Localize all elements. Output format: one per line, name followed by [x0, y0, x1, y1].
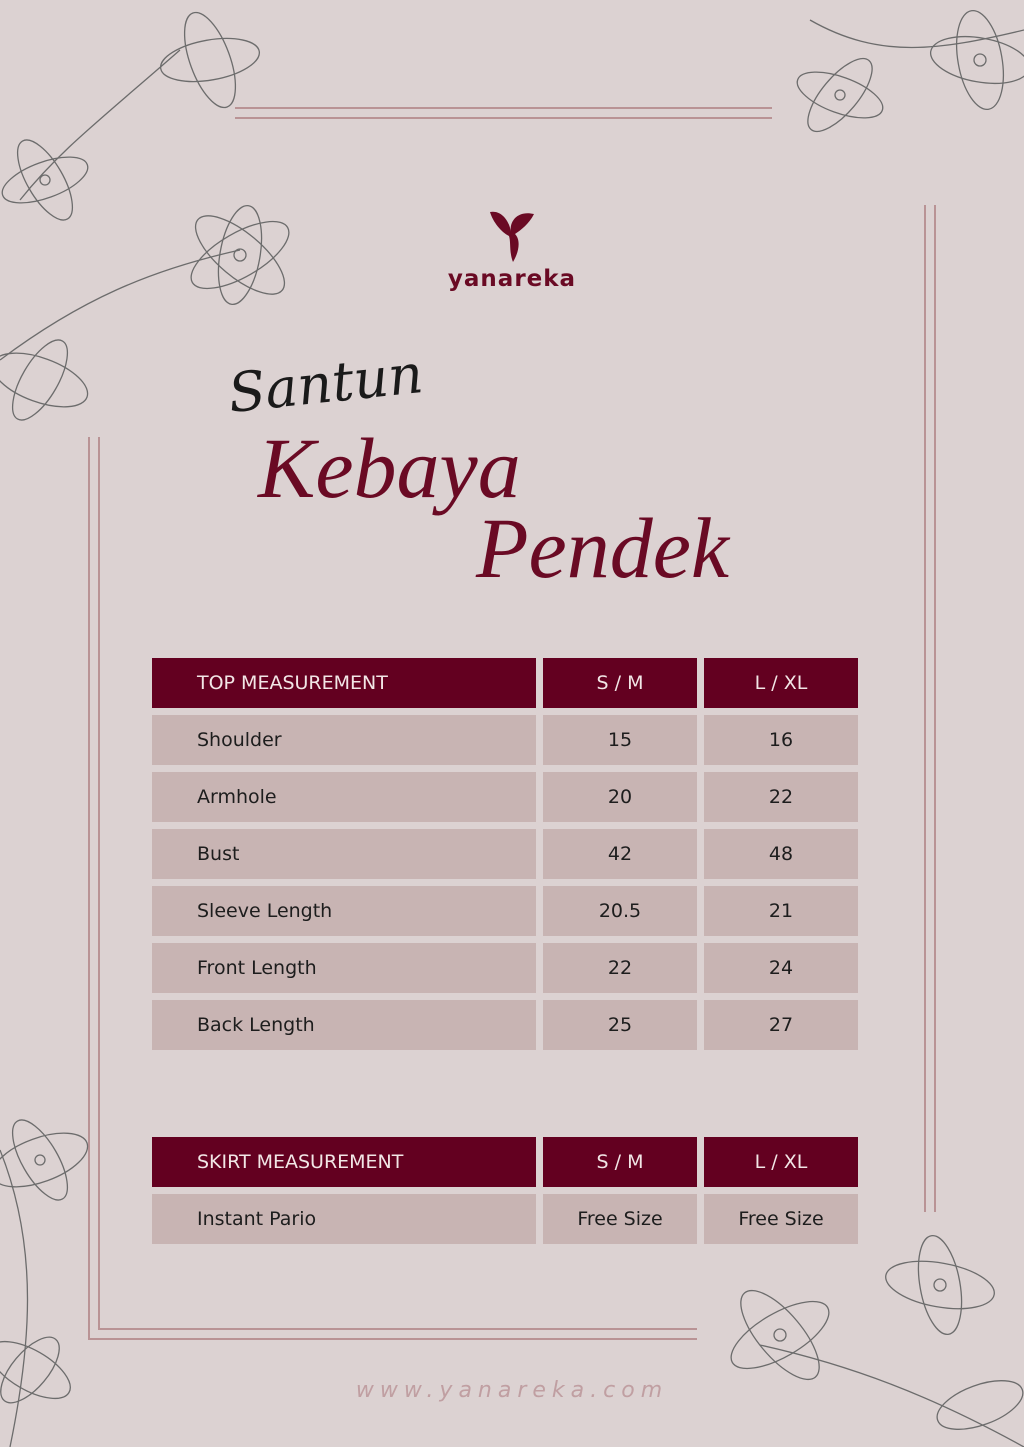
- frame-line: [235, 117, 772, 119]
- frame-line: [934, 205, 936, 1212]
- table-cell: 16: [704, 715, 858, 765]
- table-cell: 20: [543, 772, 697, 822]
- table-cell: Back Length: [152, 1000, 536, 1050]
- table-cell: 27: [704, 1000, 858, 1050]
- table-row: Armhole 20 22: [152, 772, 858, 822]
- frame-line: [98, 437, 100, 1328]
- floral-decoration-top-left: [0, 11, 290, 421]
- table-cell: Armhole: [152, 772, 536, 822]
- table-cell: 21: [704, 886, 858, 936]
- frame-line: [88, 1338, 697, 1340]
- table-cell: 24: [704, 943, 858, 993]
- table-cell: 25: [543, 1000, 697, 1050]
- table-row: Front Length 22 24: [152, 943, 858, 993]
- table-row: Back Length 25 27: [152, 1000, 858, 1050]
- table-cell: Free Size: [704, 1194, 858, 1244]
- title-line1: Kebaya: [258, 420, 521, 516]
- frame-line: [924, 205, 926, 1212]
- table-row: Sleeve Length 20.5 21: [152, 886, 858, 936]
- skirt-measurement-table: SKIRT MEASUREMENT S / M L / XL Instant P…: [152, 1137, 858, 1251]
- table-cell: Shoulder: [152, 715, 536, 765]
- table-header: TOP MEASUREMENT S / M L / XL: [152, 658, 858, 708]
- table-cell: 22: [543, 943, 697, 993]
- table-row: Shoulder 15 16: [152, 715, 858, 765]
- table-cell: Bust: [152, 829, 536, 879]
- brand-name: yanareka: [447, 266, 577, 292]
- top-measurement-table: TOP MEASUREMENT S / M L / XL Shoulder 15…: [152, 658, 858, 1057]
- table-cell: 15: [543, 715, 697, 765]
- floral-decoration-bottom-right: [730, 1234, 1024, 1447]
- table-cell: Instant Pario: [152, 1194, 536, 1244]
- table-cell: Free Size: [543, 1194, 697, 1244]
- table-header: SKIRT MEASUREMENT S / M L / XL: [152, 1137, 858, 1187]
- frame-line: [98, 1328, 697, 1330]
- header-cell: S / M: [543, 658, 697, 708]
- table-row: Instant Pario Free Size Free Size: [152, 1194, 858, 1244]
- brand-logo: yanareka: [440, 208, 584, 292]
- table-cell: Sleeve Length: [152, 886, 536, 936]
- table-cell: 42: [543, 829, 697, 879]
- header-cell: S / M: [543, 1137, 697, 1187]
- title-line2: Pendek: [476, 500, 730, 596]
- header-cell: SKIRT MEASUREMENT: [152, 1137, 536, 1187]
- header-cell: TOP MEASUREMENT: [152, 658, 536, 708]
- table-row: Bust 42 48: [152, 829, 858, 879]
- table-cell: 20.5: [543, 886, 697, 936]
- frame-line: [235, 107, 772, 109]
- header-cell: L / XL: [704, 658, 858, 708]
- table-cell: Front Length: [152, 943, 536, 993]
- butterfly-icon: [490, 211, 534, 262]
- frame-line: [88, 437, 90, 1338]
- table-cell: 48: [704, 829, 858, 879]
- table-cell: 22: [704, 772, 858, 822]
- header-cell: L / XL: [704, 1137, 858, 1187]
- floral-decoration-bottom-left: [0, 1119, 89, 1447]
- website-url: www.yanareka.com: [355, 1378, 669, 1403]
- floral-decoration-top-right: [796, 9, 1024, 133]
